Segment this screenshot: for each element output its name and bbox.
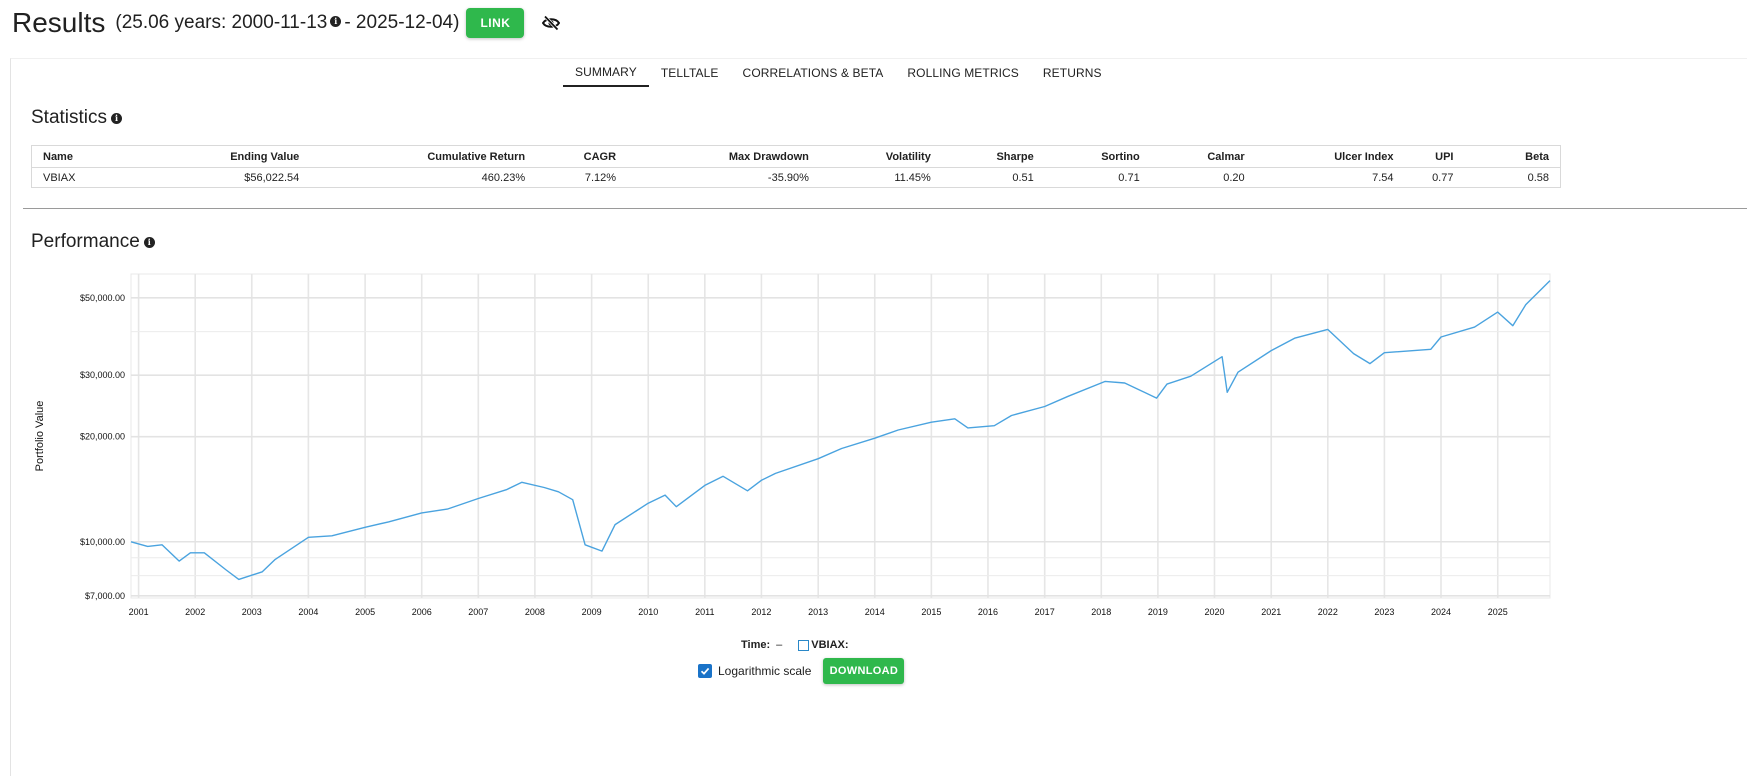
download-button[interactable]: DOWNLOAD (823, 658, 905, 684)
info-icon[interactable]: i (330, 15, 342, 27)
y-tick-label: $30,000.00 (80, 370, 125, 380)
legend-time-value: – (776, 639, 783, 651)
table-cell: -35.90% (767, 171, 809, 184)
y-axis-label: Portfolio Value (34, 401, 46, 472)
x-tick-label: 2016 (978, 607, 998, 617)
x-tick-label: 2011 (695, 607, 714, 617)
table-cell: 0.51 (1012, 171, 1034, 184)
table-row: VBIAX $56,022.54 460.23% 7.12% -35.90% 1… (32, 168, 1561, 188)
y-tick-label: $7,000.00 (85, 591, 125, 601)
tab-bar: SUMMARY TELLTALE CORRELATIONS & BETA ROL… (563, 59, 1114, 87)
x-tick-label: 2005 (355, 607, 375, 617)
x-tick-label: 2012 (751, 607, 771, 617)
column-header: Name (31, 145, 102, 168)
section-divider (23, 208, 1747, 209)
tab-rolling-metrics[interactable]: ROLLING METRICS (907, 66, 1019, 80)
column-header: Beta (1464, 145, 1561, 168)
table-cell: 0.71 (1118, 171, 1140, 184)
x-tick-label: 2001 (129, 607, 149, 617)
x-tick-label: 2003 (242, 607, 262, 617)
log-scale-checkbox[interactable] (698, 664, 712, 678)
y-tick-label: $50,000.00 (80, 293, 125, 303)
info-icon[interactable]: i (143, 236, 155, 248)
x-tick-label: 2020 (1204, 607, 1224, 617)
column-header: CAGR (536, 145, 628, 168)
x-tick-label: 2025 (1488, 607, 1508, 617)
column-header: Sortino (1044, 145, 1151, 168)
performance-title: Performance (31, 231, 140, 252)
table-cell: VBIAX (43, 171, 76, 184)
x-tick-label: 2004 (298, 607, 318, 617)
statistics-title: Statistics (31, 107, 108, 128)
x-tick-label: 2015 (921, 607, 941, 617)
x-tick-label: 2006 (412, 607, 432, 617)
x-tick-label: 2019 (1148, 607, 1168, 617)
table-cell: 11.45% (894, 171, 931, 184)
y-tick-label: $10,000.00 (80, 537, 125, 547)
legend-time-label: Time: (741, 639, 771, 651)
table-cell: 7.12% (584, 171, 617, 184)
column-header: Ending Value (101, 145, 311, 168)
x-tick-label: 2018 (1091, 607, 1111, 617)
date-range-start: (25.06 years: 2000-11-13 (115, 12, 328, 33)
chart-legend: Time: – VBIAX: (741, 639, 849, 651)
column-header: Calmar (1150, 145, 1256, 168)
page-title: Results (12, 7, 106, 38)
date-range-end: - 2025-12-04) (344, 12, 460, 33)
table-cell: $56,022.54 (244, 171, 300, 184)
info-icon[interactable]: i (111, 112, 123, 124)
statistics-table: Name Ending Value Cumulative Return CAGR… (31, 145, 1561, 188)
column-header: Ulcer Index (1255, 145, 1405, 168)
tab-telltale[interactable]: TELLTALE (660, 66, 719, 80)
legend-series-swatch[interactable] (798, 639, 810, 651)
x-tick-label: 2013 (808, 607, 828, 617)
tab-summary[interactable]: SUMMARY (563, 59, 649, 87)
statistics-heading: Statistics i (31, 107, 125, 129)
table-header-row: Name Ending Value Cumulative Return CAGR… (31, 145, 1561, 168)
column-header: Volatility (819, 145, 942, 168)
x-tick-label: 2021 (1261, 607, 1281, 617)
results-header: Results (25.06 years: 2000-11-13 i - 202… (12, 6, 561, 40)
performance-chart[interactable]: 2001 2002 2003 2004 2005 2006 2007 2008 2009 2010… (0, 0, 1747, 640)
x-tick-label: 2009 (582, 607, 602, 617)
table-cell: 0.77 (1432, 171, 1454, 184)
table-cell: 460.23% (481, 171, 526, 184)
x-tick-label: 2017 (1035, 607, 1055, 617)
tab-correlations-beta[interactable]: CORRELATIONS & BETA (742, 66, 884, 80)
series-line-vbiax (130, 280, 1551, 581)
link-button[interactable]: LINK (466, 8, 525, 38)
table-cell: 0.20 (1223, 171, 1245, 184)
x-tick-label: 2022 (1318, 607, 1338, 617)
legend-series-label: VBIAX: (811, 639, 849, 651)
column-header: Max Drawdown (627, 145, 820, 168)
results-panel: SUMMARY TELLTALE CORRELATIONS & BETA ROL… (10, 58, 1747, 776)
column-header: Cumulative Return (310, 145, 537, 168)
table-cell: 7.54 (1372, 171, 1394, 184)
x-tick-label: 2008 (525, 607, 545, 617)
x-tick-label: 2014 (865, 607, 885, 617)
chart-controls: Logarithmic scale DOWNLOAD (698, 658, 905, 684)
column-header: Sharpe (941, 145, 1045, 168)
x-tick-label: 2024 (1431, 607, 1451, 617)
log-scale-label[interactable]: Logarithmic scale (718, 664, 812, 678)
table-cell: 0.58 (1527, 171, 1549, 184)
x-tick-label: 2007 (468, 607, 488, 617)
y-tick-label: $20,000.00 (80, 432, 125, 442)
x-tick-label: 2023 (1374, 607, 1394, 617)
eye-slash-icon[interactable] (542, 15, 561, 31)
date-range: (25.06 years: 2000-11-13 i - 2025-12-04) (115, 12, 459, 34)
checkmark-icon (700, 667, 710, 675)
x-tick-label: 2002 (185, 607, 205, 617)
column-header: UPI (1404, 145, 1465, 168)
x-tick-label: 2010 (638, 607, 658, 617)
performance-heading: Performance i (31, 231, 158, 253)
tab-returns[interactable]: RETURNS (1042, 66, 1102, 80)
